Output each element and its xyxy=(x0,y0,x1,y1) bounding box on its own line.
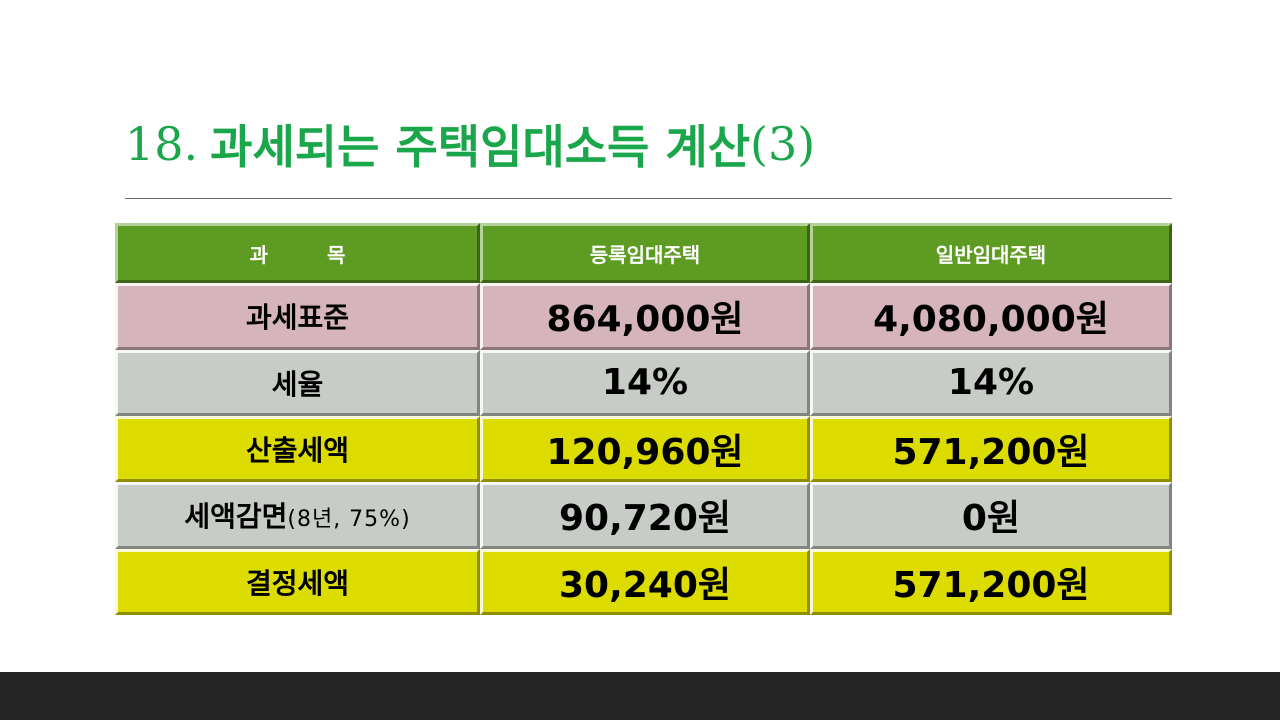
title-number: 18. xyxy=(125,117,199,171)
registered-value: 120,960원 xyxy=(480,415,810,483)
general-value: 0원 xyxy=(810,482,1172,549)
table-row-tax-base: 과세표준 864,000원 4,080,000원 xyxy=(115,283,1172,350)
header-label-item: 과 목 xyxy=(249,242,372,267)
table-row-tax-reduction: 세액감면(8년, 75%) 90,720원 0원 xyxy=(115,482,1172,549)
tax-calculation-table: 과 목 등록임대주택 일반임대주택 과세표준 864,000원 4,080,00… xyxy=(115,223,1172,615)
row-label-cell: 산출세액 xyxy=(115,415,480,483)
slide-title: 18. 과세되는 주택임대소득 계산 (3) xyxy=(125,108,815,180)
general-value: 14% xyxy=(810,349,1172,416)
general-value: 571,200원 xyxy=(810,415,1172,483)
table-row-calculated-tax: 산출세액 120,960원 571,200원 xyxy=(115,415,1172,483)
row-label: 산출세액 xyxy=(245,434,350,468)
registered-value: 30,240원 xyxy=(480,548,810,615)
registered-value: 90,720원 xyxy=(480,482,810,549)
row-label: 세액감면 xyxy=(184,500,288,534)
title-divider xyxy=(125,198,1172,199)
general-value: 571,200원 xyxy=(810,548,1172,615)
title-text: 과세되는 주택임대소득 계산 xyxy=(210,120,751,174)
header-cell-general: 일반임대주택 xyxy=(810,223,1172,284)
row-label-note: (8년, 75%) xyxy=(287,507,411,533)
row-label: 결정세액 xyxy=(245,566,350,600)
row-label-cell: 결정세액 xyxy=(115,548,480,615)
general-value: 4,080,000원 xyxy=(810,283,1172,350)
row-label-cell: 세액감면(8년, 75%) xyxy=(115,482,480,549)
registered-value: 14% xyxy=(480,349,810,416)
table-header-row: 과 목 등록임대주택 일반임대주택 xyxy=(115,223,1172,284)
row-label: 과세표준 xyxy=(245,301,350,335)
table-row-tax-rate: 세율 14% 14% xyxy=(115,349,1172,416)
row-label: 세율 xyxy=(271,367,324,401)
header-cell-item: 과 목 xyxy=(115,223,480,284)
registered-value: 864,000원 xyxy=(480,283,810,350)
title-suffix: (3) xyxy=(750,117,816,171)
footer-bar xyxy=(0,672,1280,720)
table-row-determined-tax: 결정세액 30,240원 571,200원 xyxy=(115,548,1172,615)
header-cell-registered: 등록임대주택 xyxy=(480,223,810,284)
row-label-cell: 세율 xyxy=(115,349,480,416)
row-label-cell: 과세표준 xyxy=(115,283,480,350)
